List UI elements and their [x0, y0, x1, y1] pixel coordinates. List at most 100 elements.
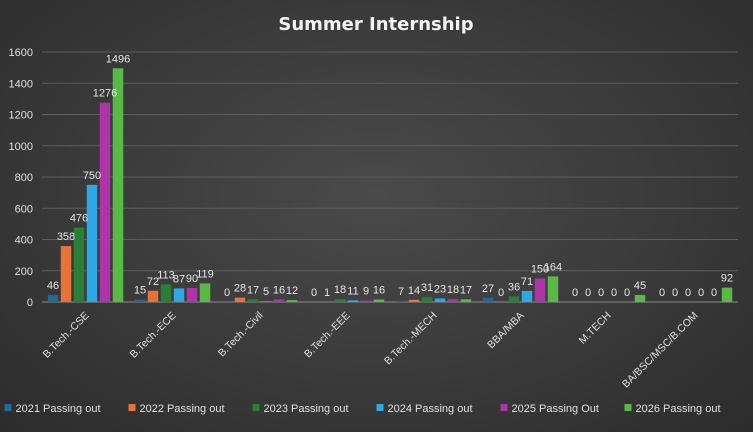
legend-label: 2021 Passing out [16, 403, 101, 415]
bar [234, 297, 246, 302]
bar [99, 102, 111, 302]
data-label: 476 [70, 213, 88, 225]
data-label: 7 [398, 286, 404, 298]
data-label: 90 [186, 273, 198, 285]
bar [434, 298, 446, 302]
legend-label: 2025 Passing Out [512, 403, 599, 415]
y-axis: 0 200 400 600 800 1000 1200 1400 1600 [9, 47, 33, 309]
legend-swatch [4, 404, 12, 411]
chart-title: Summer Internship [278, 14, 473, 35]
bar [134, 299, 146, 302]
bar [247, 299, 259, 302]
bars [47, 68, 733, 302]
data-label: 0 [224, 287, 230, 299]
bar [112, 68, 124, 302]
data-label: 0 [498, 287, 504, 299]
data-label: 92 [721, 273, 733, 285]
data-label: 0 [585, 287, 591, 299]
data-label: 0 [611, 287, 617, 299]
data-label: 0 [672, 287, 678, 299]
data-label: 0 [685, 287, 691, 299]
bar [360, 300, 372, 302]
x-category-label: B.Tech.-ECE [128, 310, 179, 361]
bar [199, 283, 211, 302]
data-label: 16 [273, 285, 285, 297]
data-label: 28 [234, 283, 246, 295]
bar [47, 294, 59, 302]
data-label: 164 [544, 261, 562, 273]
data-label: 15 [134, 285, 146, 297]
data-label: 0 [698, 287, 704, 299]
bar [60, 246, 72, 302]
y-tick-label: 1400 [9, 78, 33, 90]
bar [373, 299, 385, 302]
data-label: 0 [624, 287, 630, 299]
y-tick-label: 600 [15, 203, 33, 215]
data-label: 0 [659, 287, 665, 299]
x-category-label: B.Tech.-MECH [382, 310, 440, 368]
bar [521, 290, 533, 302]
bar [482, 297, 494, 302]
data-label: 358 [57, 231, 75, 243]
data-label: 27 [482, 283, 494, 295]
data-label: 72 [147, 276, 159, 288]
data-label: 1276 [93, 88, 117, 100]
x-category-label: B.Tech.-Civil [216, 310, 266, 360]
data-label: 1 [324, 287, 330, 299]
bar [86, 184, 98, 302]
legend: 2021 Passing out 2022 Passing out 2023 Pas… [4, 403, 721, 415]
data-label: 0 [711, 287, 717, 299]
bar [273, 299, 285, 302]
bar [147, 290, 159, 302]
bar [634, 294, 646, 302]
y-tick-label: 800 [15, 172, 33, 184]
data-label: 23 [434, 283, 446, 295]
data-label: 18 [334, 284, 346, 296]
x-category-label: B.Tech.-CSE [41, 310, 92, 361]
y-tick-label: 1600 [9, 47, 33, 59]
data-label: 0 [598, 287, 604, 299]
data-label: 0 [311, 287, 317, 299]
legend-swatch [500, 404, 508, 411]
bar [334, 299, 346, 302]
bar [347, 300, 359, 302]
legend-label: 2026 Passing out [636, 403, 721, 415]
bar [508, 296, 520, 302]
y-tick-label: 1200 [9, 110, 33, 122]
bar [286, 300, 298, 302]
data-label: 17 [247, 284, 259, 296]
bar [721, 287, 733, 302]
legend-swatch [624, 404, 632, 411]
data-label: 119 [196, 268, 214, 280]
y-tick-label: 1000 [9, 141, 33, 153]
data-label: 16 [373, 285, 385, 297]
legend-swatch [128, 404, 136, 411]
bar [73, 227, 85, 302]
y-tick-label: 400 [15, 235, 33, 247]
x-category-label: B.Tech.-EEE [302, 310, 353, 361]
legend-swatch [376, 404, 384, 411]
bar [421, 297, 433, 302]
data-label: 0 [572, 287, 578, 299]
data-label: 17 [460, 284, 472, 296]
data-label: 71 [521, 276, 533, 288]
data-label: 150 [531, 264, 549, 276]
bar [260, 301, 272, 302]
bar [395, 300, 407, 302]
data-label: 11 [347, 285, 358, 297]
data-label: 5 [263, 286, 269, 298]
data-label: 18 [447, 284, 459, 296]
data-label: 12 [286, 285, 298, 297]
bar [160, 284, 172, 302]
bar [408, 299, 420, 302]
y-tick-label: 0 [27, 297, 33, 309]
legend-label: 2022 Passing out [140, 403, 225, 415]
data-label: 750 [83, 170, 101, 182]
data-label: 14 [408, 285, 420, 297]
data-label: 36 [508, 281, 520, 293]
data-label: 113 [157, 269, 175, 281]
x-category-label: BA/BSC/MSC/B.COM [620, 310, 701, 391]
